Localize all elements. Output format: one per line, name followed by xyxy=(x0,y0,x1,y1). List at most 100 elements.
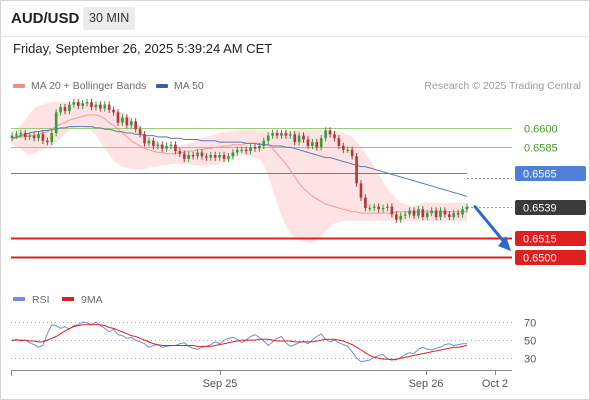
rsi-panel: RSI 9MA 70 50 30 xyxy=(11,294,536,366)
candle-body xyxy=(368,207,372,210)
research-credit: Research © 2025 Trading Central xyxy=(424,80,581,92)
candle-body xyxy=(19,133,23,135)
rsi-tick-30: 30 xyxy=(524,354,536,366)
candle-body xyxy=(346,149,350,152)
candle-body xyxy=(271,133,274,136)
candle-body xyxy=(156,144,160,146)
candle-body xyxy=(244,149,248,152)
candle-body xyxy=(315,142,319,148)
level-label-0.6600: 0.6600 xyxy=(524,124,558,136)
candle-body xyxy=(182,153,186,159)
candle-body xyxy=(107,104,111,110)
candle-body xyxy=(85,102,89,104)
candle-body xyxy=(364,197,367,208)
price-tag-text-0.6565: 0.6565 xyxy=(523,169,557,181)
price-tag-0.6565 xyxy=(515,166,586,181)
candle-body xyxy=(399,215,403,220)
projection-arrow xyxy=(473,205,511,251)
candle-body xyxy=(165,145,168,149)
candle-body xyxy=(222,155,226,159)
price-tag-text-0.6500: 0.6500 xyxy=(523,253,557,265)
candle-body xyxy=(68,104,71,112)
candle-body xyxy=(94,104,98,108)
time-axis-label: Oct 2 xyxy=(482,378,508,390)
candle-body xyxy=(253,147,257,149)
projection-arrow-head xyxy=(498,236,511,251)
legend-9ma-swatch xyxy=(62,297,74,301)
moving-averages xyxy=(11,114,468,214)
time-axis-label: Sep 25 xyxy=(203,378,238,390)
candle-body xyxy=(205,156,208,158)
rsi-ma-line xyxy=(12,324,468,361)
candle-body xyxy=(54,112,58,134)
candle-body xyxy=(430,210,433,214)
candle-body xyxy=(63,107,67,112)
candle-body xyxy=(46,140,49,143)
candle-body xyxy=(297,135,301,143)
candle-body xyxy=(306,139,310,146)
candle-body xyxy=(452,213,456,217)
candle-body xyxy=(417,209,420,216)
rsi-line xyxy=(11,321,467,363)
candle-body xyxy=(59,107,62,113)
chart-header: AUD/USD 30 MIN xyxy=(0,0,590,36)
candle-body xyxy=(235,149,239,153)
candle-body xyxy=(37,134,40,139)
candle-body xyxy=(434,210,438,217)
candle-body xyxy=(134,121,138,130)
candle-body xyxy=(333,134,336,139)
candle-body xyxy=(138,129,142,135)
candles xyxy=(10,98,469,223)
candle-body xyxy=(227,156,230,159)
time-axis: Sep 25 Sep 26 Oct 2 xyxy=(11,370,512,390)
candle-body xyxy=(266,135,270,141)
legend-ma20-bb: MA 20 + Bollinger Bands xyxy=(13,80,146,92)
candle-body xyxy=(174,144,177,152)
candle-body xyxy=(32,135,36,139)
candle-body xyxy=(284,133,288,136)
price-tag-0.6539 xyxy=(515,200,586,215)
candle-body xyxy=(196,152,199,157)
legend-9ma-label: 9MA xyxy=(81,294,103,306)
candle-body xyxy=(465,206,469,210)
candle-body xyxy=(160,144,164,149)
candle-body xyxy=(143,134,146,144)
candle-body xyxy=(15,134,18,136)
price-tag-text-0.6539: 0.6539 xyxy=(523,203,557,215)
rsi-tick-70: 70 xyxy=(524,318,536,330)
rsi-tick-50: 50 xyxy=(524,336,536,348)
candle-body xyxy=(288,134,292,136)
legend-ma20-label: MA 20 + Bollinger Bands xyxy=(31,80,147,92)
candle-body xyxy=(275,133,279,136)
candle-body xyxy=(359,183,363,198)
candle-body xyxy=(152,140,155,146)
candle-body xyxy=(50,133,54,143)
legend-ma50-label: MA 50 xyxy=(174,80,204,92)
candle-body xyxy=(81,103,85,106)
candle-body xyxy=(209,155,213,158)
candle-body xyxy=(231,152,235,157)
candle-body xyxy=(121,117,124,123)
candle-body xyxy=(240,149,244,152)
candle-body xyxy=(328,130,332,135)
legend-rsi-swatch xyxy=(13,297,25,301)
ma20-line xyxy=(12,114,467,214)
candle-body xyxy=(129,121,133,126)
candle-body xyxy=(76,102,80,106)
price-tag-text-0.6515: 0.6515 xyxy=(523,234,557,246)
candle-body xyxy=(187,155,191,159)
candle-body xyxy=(99,104,102,109)
candle-body xyxy=(412,210,416,216)
price-tag-0.6500 xyxy=(515,250,586,265)
candle-body xyxy=(169,144,173,146)
candle-body xyxy=(386,206,389,208)
timeframe-badge[interactable]: 30 MIN xyxy=(83,7,136,30)
candle-body xyxy=(394,214,398,220)
candle-body xyxy=(461,209,464,215)
candle-body xyxy=(443,210,447,215)
candle-body xyxy=(377,206,380,210)
price-labels: 0.6600 0.6585 0.6565 0.6539 0.6515 0.6500 xyxy=(515,124,586,265)
candle-body xyxy=(262,140,266,146)
candle-body xyxy=(23,133,27,137)
candle-body xyxy=(324,130,327,139)
